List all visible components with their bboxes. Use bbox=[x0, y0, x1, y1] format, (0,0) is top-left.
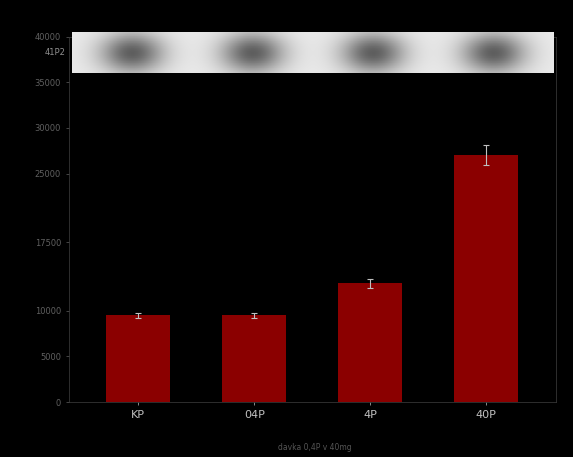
Bar bbox=[339, 283, 402, 402]
Text: 41P2: 41P2 bbox=[45, 48, 66, 57]
Text: davka 0,4P v 40mg: davka 0,4P v 40mg bbox=[278, 443, 352, 452]
Bar bbox=[107, 315, 170, 402]
Bar bbox=[454, 155, 518, 402]
Bar bbox=[222, 315, 286, 402]
